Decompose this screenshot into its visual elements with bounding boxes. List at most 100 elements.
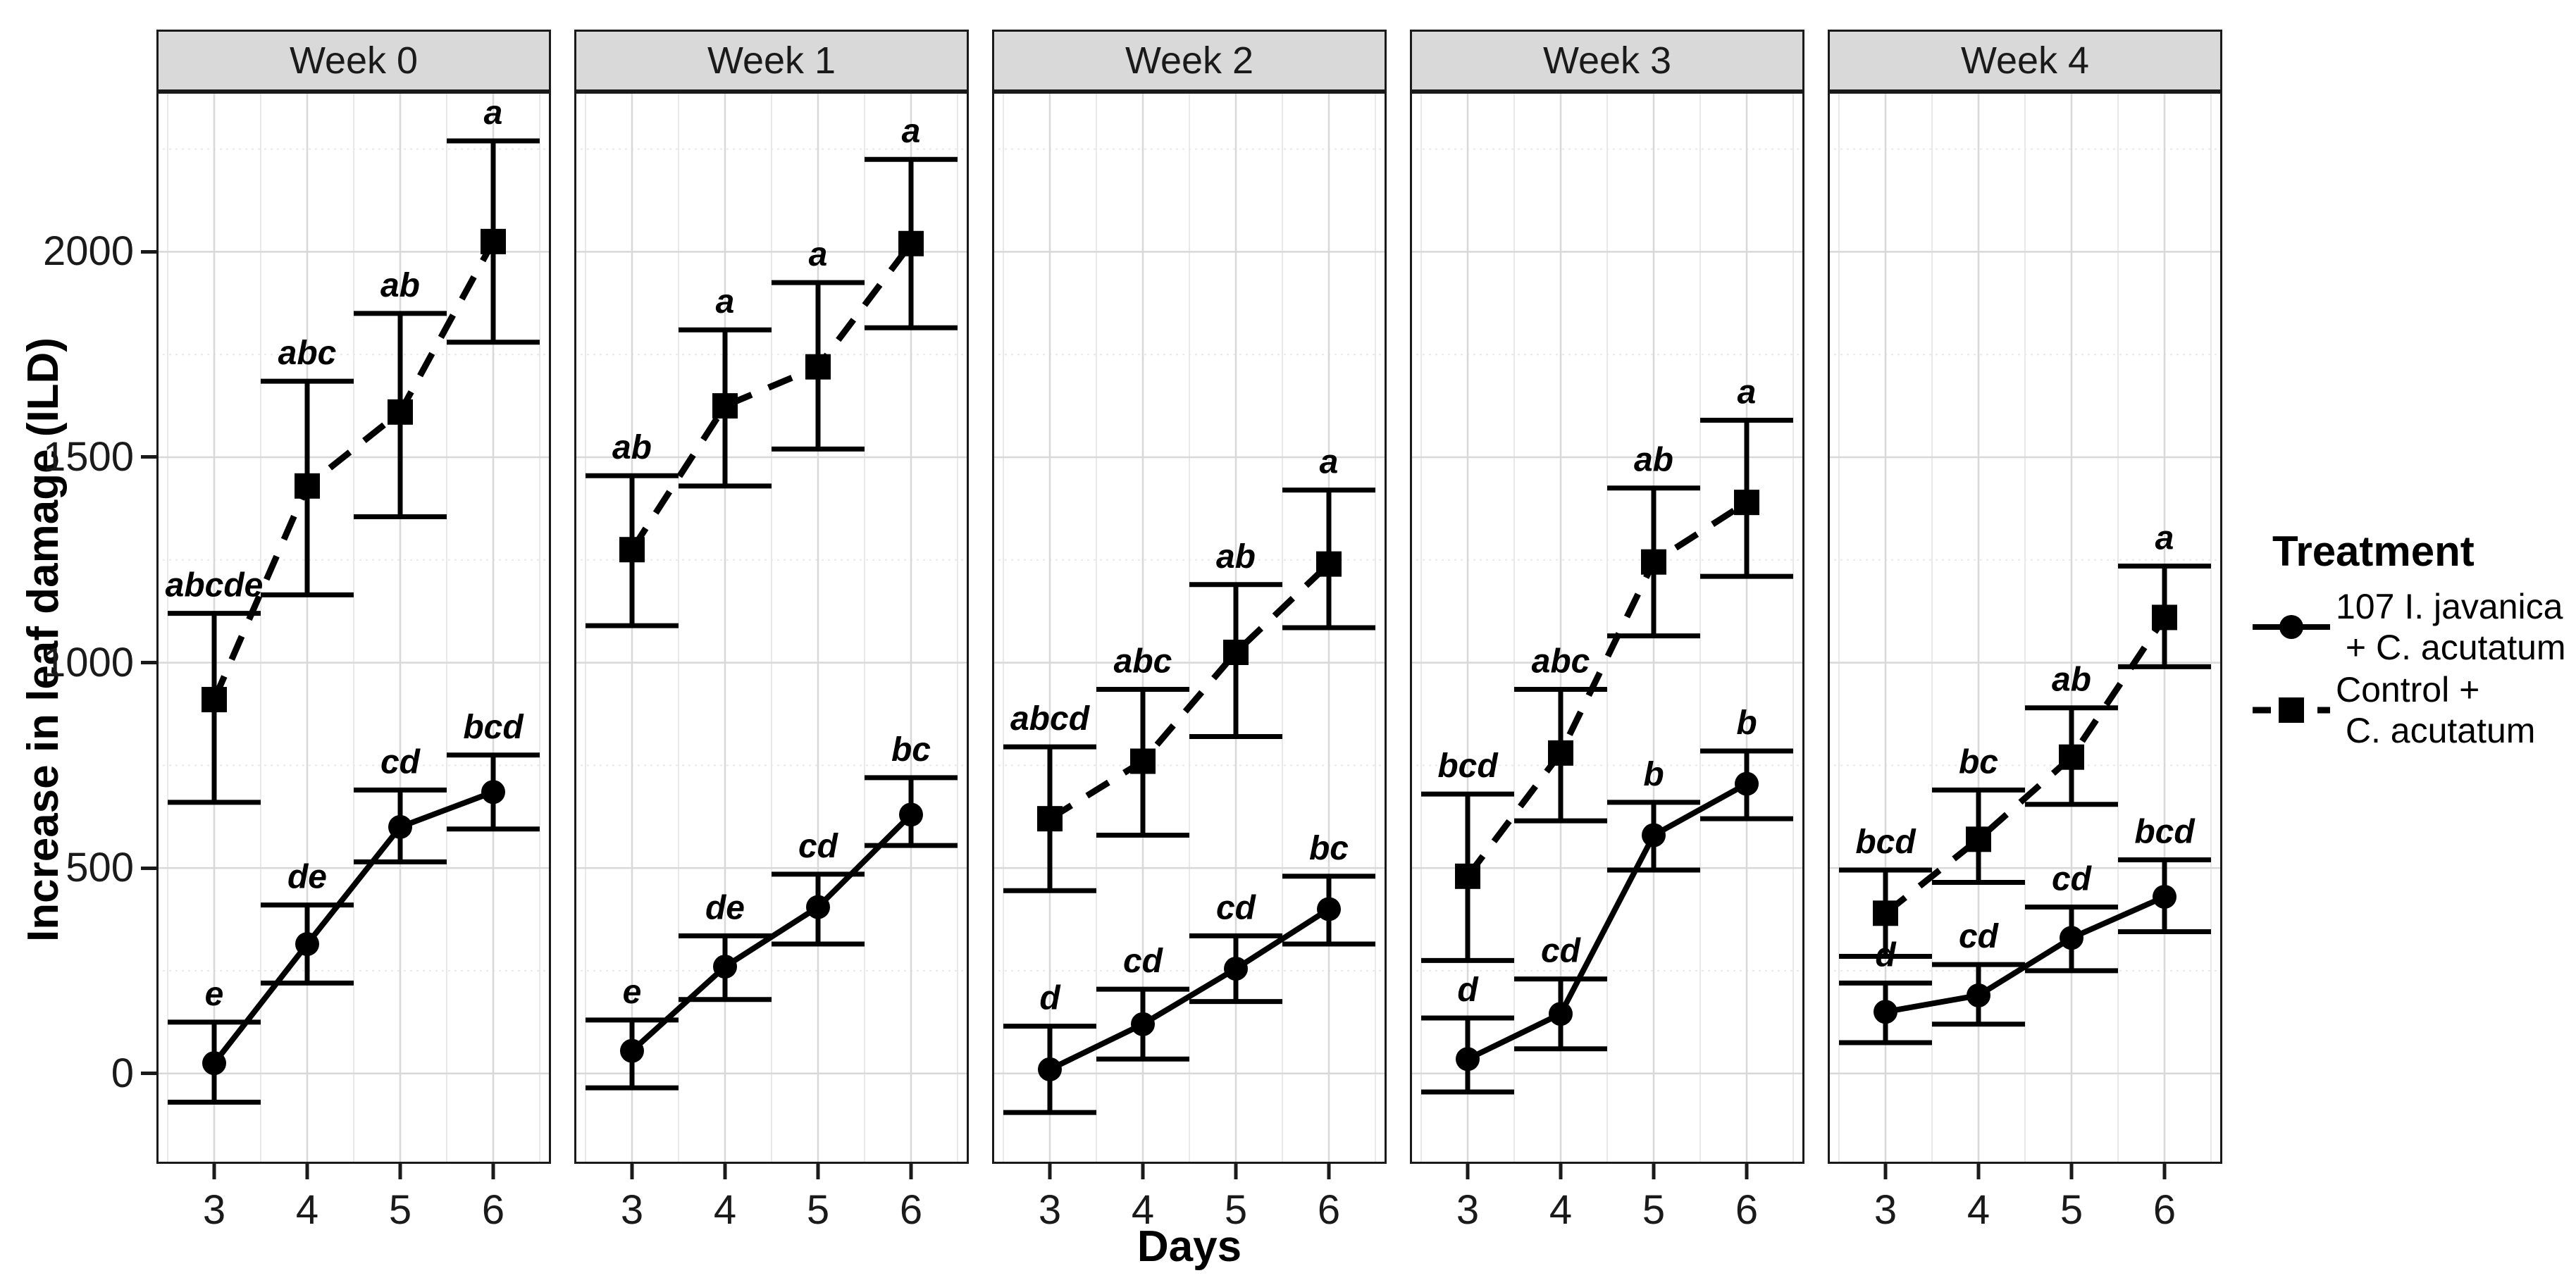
x-tick-label: 4 [1132, 1187, 1154, 1233]
x-tick-label: 6 [900, 1187, 922, 1233]
facet-panel: Week 1 3 4 5 6 e de cd bc ab a a a [574, 30, 969, 1247]
legend-title: Treatment [2272, 528, 2475, 575]
y-tick-mark [141, 866, 156, 870]
facet-strip-label: Week 0 [289, 39, 419, 82]
sig-letter: a [2155, 520, 2174, 557]
sig-letter: cd [1123, 943, 1164, 980]
data-point-square [2152, 604, 2177, 631]
data-point-circle [295, 932, 319, 957]
facet-strip-label: Week 2 [1125, 39, 1254, 82]
panel-border [1828, 92, 2222, 1164]
x-tick-label: 4 [1549, 1187, 1572, 1233]
data-point-circle [620, 1038, 644, 1063]
x-tick-label: 6 [2153, 1187, 2176, 1233]
data-point-circle [806, 895, 830, 919]
data-point-circle [2153, 884, 2176, 909]
x-tick-label: 3 [203, 1187, 225, 1233]
sig-letter: de [287, 859, 327, 896]
data-point-square [1641, 549, 1666, 575]
sig-letter: bcd [1855, 824, 1916, 861]
data-point-square [1873, 900, 1898, 926]
legend-entry-control: Control + C. acutatum [2251, 669, 2575, 752]
data-point-circle [1967, 983, 1990, 1007]
sig-letter: cd [1541, 933, 1582, 970]
x-tick-label: 5 [1225, 1187, 1247, 1233]
facet-strip-label: Week 4 [1960, 39, 2090, 82]
sig-letter: ab [1216, 538, 1256, 576]
legend: Treatment 107 I. javanica + C. acutatum … [2251, 527, 2575, 752]
sig-letter: b [1736, 704, 1757, 742]
data-point-circle [713, 955, 737, 979]
sig-letter: d [1457, 971, 1479, 1009]
legend-label-line2: + C. acutatum [2336, 628, 2566, 667]
legend-label-line1: Control + [2336, 670, 2480, 709]
legend-label-line1: 107 I. javanica [2336, 587, 2563, 626]
sig-letter: bcd [2134, 813, 2196, 850]
sig-letter: abc [1114, 642, 1172, 680]
data-point-square [1316, 551, 1342, 577]
facet-panel: Week 3 3 4 5 6 d cd b b bcd abc ab a [1410, 30, 1804, 1247]
x-tick-label: 4 [1967, 1187, 1990, 1233]
sig-letter: ab [380, 267, 420, 304]
y-tick-mark [141, 455, 156, 459]
sig-letter: a [1320, 444, 1339, 481]
facet-strip-label: Week 3 [1542, 39, 1672, 82]
data-point-square [619, 537, 645, 563]
data-point-square [1548, 740, 1573, 766]
panel-border [1410, 92, 1804, 1164]
panel-border [156, 92, 551, 1164]
data-point-circle [388, 814, 412, 839]
sig-letter: e [205, 976, 224, 1013]
sig-letter: a [716, 283, 735, 321]
series-line [1885, 894, 2166, 1015]
dashed-line-square-icon [2253, 697, 2330, 723]
data-point-circle [1735, 771, 1759, 796]
sig-letter: d [1039, 980, 1061, 1017]
y-tick-mark [141, 661, 156, 665]
series-line [629, 242, 914, 552]
y-tick-label: 500 [66, 845, 134, 891]
data-point-square [1966, 826, 1991, 852]
data-point-square [1037, 806, 1063, 832]
facet-strip: Week 2 [992, 30, 1387, 92]
legend-label: 107 I. javanica + C. acutatum [2336, 586, 2566, 668]
sig-letter: ab [612, 429, 652, 466]
facet-plot: 3456dcdcdbcdbcdbcaba [1828, 92, 2222, 1233]
x-tick-label: 6 [482, 1187, 504, 1233]
x-tick-label: 3 [1874, 1187, 1897, 1233]
sig-letter: abcd [1010, 700, 1091, 738]
x-tick-label: 5 [389, 1187, 411, 1233]
facet-panel: Week 0 3 4 5 6 e de cd bcd abcde abc ab a [156, 30, 551, 1247]
x-tick-label: 6 [1318, 1187, 1340, 1233]
data-point-square [712, 393, 738, 419]
sig-letter: a [902, 113, 921, 150]
facet-strip: Week 0 [156, 30, 551, 92]
x-tick-label: 3 [1456, 1187, 1479, 1233]
data-point-square [481, 228, 506, 254]
sig-letter: ab [2052, 662, 2091, 699]
data-point-circle [202, 1051, 226, 1076]
facet-strip-label: Week 1 [707, 39, 836, 82]
sig-letter: e [623, 974, 642, 1011]
data-point-circle [1317, 897, 1341, 921]
legend-label: Control + C. acutatum [2336, 669, 2535, 751]
data-point-square [805, 354, 831, 380]
y-tick-label: 2000 [42, 228, 134, 275]
y-tick-label: 0 [111, 1050, 134, 1096]
sig-letter: bc [1959, 743, 1998, 781]
data-point-square [898, 230, 924, 256]
legend-label-line2: C. acutatum [2336, 711, 2536, 750]
data-point-square [1223, 639, 1249, 665]
data-point-square [202, 687, 227, 713]
data-point-circle [899, 802, 923, 827]
sig-letter: abc [278, 335, 337, 372]
x-tick-label: 4 [714, 1187, 736, 1233]
series-line [211, 789, 495, 1065]
series-line [1883, 615, 2167, 916]
sig-letter: cd [798, 828, 839, 865]
sig-letter: a [809, 236, 828, 273]
facet-plot: 3 4 5 6 d cd b b bcd abc ab a [1410, 92, 1804, 1233]
x-tick-label: 6 [1735, 1187, 1758, 1233]
